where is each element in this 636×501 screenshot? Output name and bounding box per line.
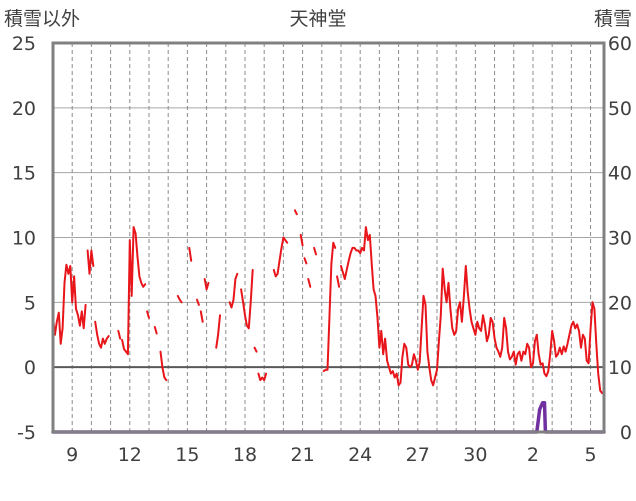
temperature-series-line xyxy=(299,233,304,247)
snow-series-line xyxy=(51,401,606,434)
temperature-series-line xyxy=(117,329,122,340)
temperature-series-line xyxy=(215,314,221,349)
temperature-series-line xyxy=(340,226,604,395)
x-tick-label: 27 xyxy=(406,444,430,466)
x-tick-label: 30 xyxy=(463,444,487,466)
x-tick-label: 24 xyxy=(348,444,372,466)
series-layer xyxy=(51,209,606,434)
left-tick-label: -5 xyxy=(17,422,36,444)
x-tick-label: 12 xyxy=(118,444,142,466)
temperature-series-line xyxy=(272,236,289,278)
temperature-series-line xyxy=(253,346,258,353)
temperature-series-line xyxy=(52,263,87,345)
x-tick-label: 21 xyxy=(290,444,314,466)
temperature-series-line xyxy=(228,272,239,309)
temperature-series-line xyxy=(121,226,147,356)
x-tick-label: 2 xyxy=(527,444,539,466)
right-tick-label: 0 xyxy=(620,422,632,444)
temperature-series-line xyxy=(257,372,268,382)
temperature-series-line xyxy=(146,310,150,319)
chart-title: 天神堂 xyxy=(289,8,346,30)
right-tick-label: 20 xyxy=(608,292,632,314)
x-tick-label: 5 xyxy=(585,444,597,466)
temperature-series-line xyxy=(303,257,308,265)
plot-frame xyxy=(51,41,606,434)
temperature-series-line xyxy=(86,249,95,275)
right-tick-label: 60 xyxy=(608,33,632,55)
left-tick-label: 10 xyxy=(12,228,36,250)
temperature-series-line xyxy=(159,350,168,382)
right-axis-title: 積雪 xyxy=(594,8,632,30)
right-tick-label: 10 xyxy=(608,357,632,379)
temperature-series-line xyxy=(94,320,110,349)
temperature-series-line xyxy=(176,294,183,304)
left-tick-label: 5 xyxy=(24,292,36,314)
right-tick-label: 30 xyxy=(608,228,632,250)
right-tick-label: 50 xyxy=(608,98,632,120)
temperature-series-line xyxy=(322,241,337,373)
x-tick-label: 18 xyxy=(233,444,257,466)
temperature-series-line xyxy=(336,275,341,288)
temperature-series-line xyxy=(293,209,298,216)
temperature-series-line xyxy=(203,278,210,291)
temperature-series-line xyxy=(188,246,193,262)
left-axis-title: 積雪以外 xyxy=(4,8,80,30)
temperature-series-line xyxy=(313,246,317,256)
x-tick-label: 15 xyxy=(175,444,199,466)
temperature-series-line xyxy=(153,326,158,335)
left-tick-label: 25 xyxy=(12,33,36,55)
temperature-series-line xyxy=(199,310,204,323)
plot-border xyxy=(51,41,606,434)
temperature-series-line xyxy=(196,298,200,306)
left-tick-label: 15 xyxy=(12,163,36,185)
temperature-series-line xyxy=(307,278,312,288)
left-tick-label: 20 xyxy=(12,98,36,120)
x-tick-label: 9 xyxy=(66,444,78,466)
left-tick-label: 0 xyxy=(24,357,36,379)
temperature-series-line xyxy=(240,268,254,330)
right-tick-label: 40 xyxy=(608,163,632,185)
